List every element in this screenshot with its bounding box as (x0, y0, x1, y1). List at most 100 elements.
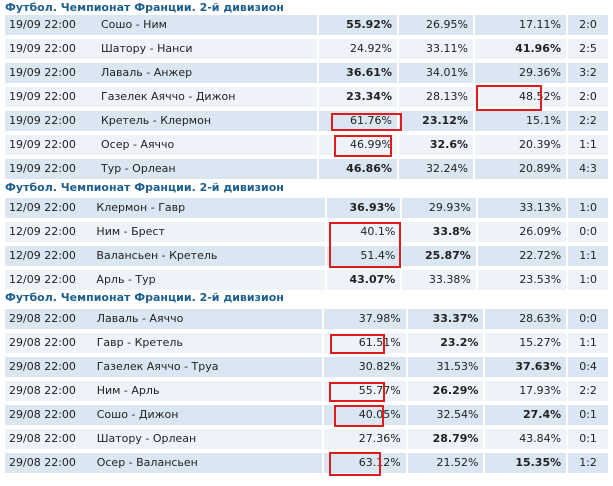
draw-probability: 23.12% (397, 111, 473, 131)
away-win-probability: 33.13% (475, 198, 566, 218)
match-row[interactable]: 19/09 22:00 Газелек Аяччо - Дижон 23.34% 28… (5, 87, 608, 109)
home-win-probability: 61.51% (321, 333, 406, 353)
match-score: 1:1 (566, 135, 608, 155)
match-teams[interactable]: Тур - Орлеан (101, 162, 176, 175)
home-win-probability: 55.92% (317, 15, 397, 35)
home-win-probability: 30.82% (321, 357, 406, 377)
away-win-probability: 15.27% (483, 333, 566, 353)
match-date: 12/09 22:00 (9, 249, 76, 262)
away-win-probability: 15.1% (473, 111, 566, 131)
match-score: 2:0 (566, 87, 608, 107)
match-teams[interactable]: Лаваль - Анжер (101, 66, 193, 79)
match-date: 19/09 22:00 (9, 114, 76, 127)
match-row[interactable]: 19/09 22:00 Тур - Орлеан 46.86% 32.24% 20.89… (5, 159, 608, 181)
match-date: 29/08 22:00 (9, 312, 76, 325)
match-row[interactable]: 12/09 22:00 Арль - Тур 43.07% 33.38% 23.53% 1… (5, 270, 608, 292)
match-teams[interactable]: Осер - Валансьен (96, 456, 198, 469)
home-win-probability: 61.76% (317, 111, 397, 131)
draw-probability: 31.53% (405, 357, 484, 377)
match-teams[interactable]: Лаваль - Аяччо (96, 312, 184, 325)
match-teams[interactable]: Валансьен - Кретель (96, 249, 218, 262)
home-win-probability: 27.36% (321, 429, 406, 449)
home-win-probability: 23.34% (317, 87, 397, 107)
match-row[interactable]: 12/09 22:00 Валансьен - Кретель 51.4% 25.87… (5, 246, 608, 268)
away-win-probability: 37.63% (483, 357, 566, 377)
match-teams[interactable]: Арль - Тур (96, 273, 156, 286)
match-row[interactable]: 29/08 22:00 Осер - Валансьен 63.12% 21.52% 1… (5, 453, 608, 475)
match-row[interactable]: 19/09 22:00 Осер - Аяччо 46.99% 32.6% 20.39%… (5, 135, 608, 157)
match-teams[interactable]: Шатору - Нанси (101, 42, 193, 55)
match-date: 19/09 22:00 (9, 90, 76, 103)
home-win-probability: 36.93% (324, 198, 401, 218)
home-win-probability: 43.07% (324, 270, 401, 290)
match-score: 0:0 (566, 222, 608, 242)
match-score: 1:0 (566, 270, 608, 290)
match-score: 1:1 (566, 246, 608, 266)
draw-probability: 21.52% (405, 453, 484, 473)
away-win-probability: 43.84% (483, 429, 566, 449)
match-score: 2:2 (566, 381, 608, 401)
match-teams[interactable]: Клермон - Гавр (96, 201, 186, 214)
match-teams[interactable]: Гавр - Кретель (96, 336, 183, 349)
draw-probability: 33.37% (405, 309, 484, 329)
match-date: 12/09 22:00 (9, 201, 76, 214)
match-date: 19/09 22:00 (9, 42, 76, 55)
away-win-probability: 20.89% (473, 159, 566, 179)
match-date: 19/09 22:00 (9, 138, 76, 151)
draw-probability: 33.11% (397, 39, 473, 59)
match-score: 0:0 (566, 309, 608, 329)
match-teams[interactable]: Осер - Аяччо (101, 138, 175, 151)
draw-probability: 33.8% (400, 222, 476, 242)
draw-probability: 28.79% (405, 429, 484, 449)
match-row[interactable]: 29/08 22:00 Газелек Аяччо - Труа 30.82% 31.… (5, 357, 608, 379)
match-row[interactable]: 29/08 22:00 Шатору - Орлеан 27.36% 28.79% 43… (5, 429, 608, 451)
draw-probability: 26.29% (405, 381, 484, 401)
match-teams[interactable]: Шатору - Орлеан (96, 432, 197, 445)
match-teams[interactable]: Ним - Арль (96, 384, 160, 397)
away-win-probability: 15.35% (483, 453, 566, 473)
match-teams[interactable]: Кретель - Клермон (101, 114, 212, 127)
section-title: Футбол. Чемпионат Франции. 2-й дивизион (5, 291, 284, 304)
match-date: 29/08 22:00 (9, 336, 76, 349)
match-score: 0:4 (566, 357, 608, 377)
match-score: 1:2 (566, 453, 608, 473)
match-date: 19/09 22:00 (9, 162, 76, 175)
match-score: 2:2 (566, 111, 608, 131)
match-date: 19/09 22:00 (9, 66, 76, 79)
match-row[interactable]: 19/09 22:00 Сошо - Ним 55.92% 26.95% 17.11% 2… (5, 15, 608, 37)
away-win-probability: 28.63% (483, 309, 566, 329)
match-teams[interactable]: Газелек Аяччо - Труа (96, 360, 219, 373)
draw-probability: 23.2% (405, 333, 484, 353)
match-date: 12/09 22:00 (9, 273, 76, 286)
away-win-probability: 41.96% (473, 39, 566, 59)
home-win-probability: 40.05% (321, 405, 406, 425)
home-win-probability: 40.1% (324, 222, 401, 242)
match-teams[interactable]: Ним - Брест (96, 225, 165, 238)
match-teams[interactable]: Газелек Аяччо - Дижон (101, 90, 236, 103)
match-score: 0:1 (566, 405, 608, 425)
match-row[interactable]: 29/08 22:00 Сошо - Дижон 40.05% 32.54% 27.4%… (5, 405, 608, 427)
draw-probability: 25.87% (400, 246, 476, 266)
match-row[interactable]: 29/08 22:00 Лаваль - Аяччо 37.98% 33.37% 28.… (5, 309, 608, 331)
match-score: 0:1 (566, 429, 608, 449)
match-date: 29/08 22:00 (9, 456, 76, 469)
match-row[interactable]: 29/08 22:00 Ним - Арль 55.77% 26.29% 17.93% 2… (5, 381, 608, 403)
match-row[interactable]: 19/09 22:00 Лаваль - Анжер 36.61% 34.01% 29.… (5, 63, 608, 85)
match-teams[interactable]: Сошо - Ним (101, 18, 167, 31)
away-win-probability: 17.11% (473, 15, 566, 35)
match-row[interactable]: 19/09 22:00 Кретель - Клермон 61.76% 23.12%… (5, 111, 608, 133)
home-win-probability: 36.61% (317, 63, 397, 83)
home-win-probability: 37.98% (321, 309, 406, 329)
match-score: 2:5 (566, 39, 608, 59)
draw-probability: 29.93% (400, 198, 476, 218)
match-teams[interactable]: Сошо - Дижон (96, 408, 179, 421)
match-score: 1:0 (566, 198, 608, 218)
match-row[interactable]: 19/09 22:00 Шатору - Нанси 24.92% 33.11% 41.… (5, 39, 608, 61)
match-row[interactable]: 12/09 22:00 Ним - Брест 40.1% 33.8% 26.09% 0:… (5, 222, 608, 244)
away-win-probability: 48.52% (473, 87, 566, 107)
section-title: Футбол. Чемпионат Франции. 2-й дивизион (5, 1, 284, 14)
away-win-probability: 26.09% (475, 222, 566, 242)
home-win-probability: 51.4% (324, 246, 401, 266)
match-row[interactable]: 29/08 22:00 Гавр - Кретель 61.51% 23.2% 15.2… (5, 333, 608, 355)
match-row[interactable]: 12/09 22:00 Клермон - Гавр 36.93% 29.93% 33.… (5, 198, 608, 220)
